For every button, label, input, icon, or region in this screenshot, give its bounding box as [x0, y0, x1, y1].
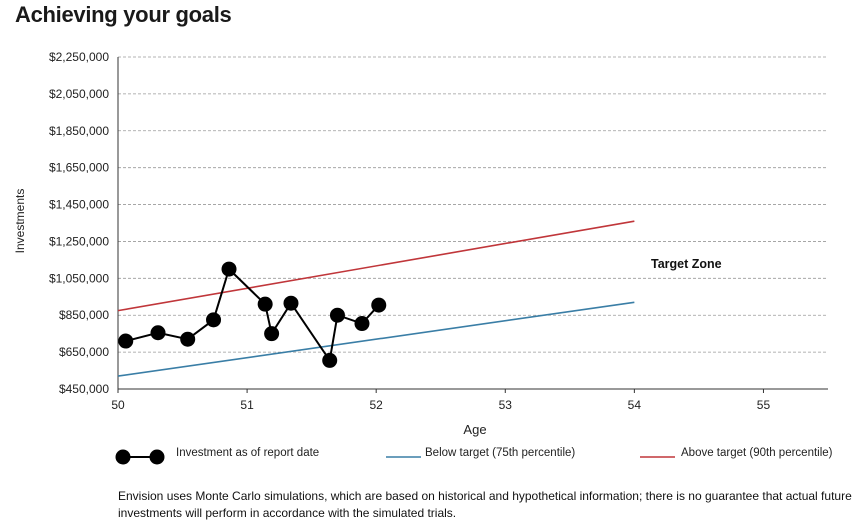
x-axis-label: Age — [463, 422, 487, 437]
x-tick-label: 53 — [499, 398, 513, 412]
legend-swatch-below-target — [386, 456, 421, 458]
y-tick-label: $1,250,000 — [49, 234, 109, 248]
legend-swatch-investment — [115, 449, 165, 465]
investment-point — [322, 352, 338, 368]
investment-point — [206, 312, 222, 328]
y-tick-label: $450,000 — [59, 382, 109, 396]
y-tick-label: $2,250,000 — [49, 50, 109, 64]
y-tick-label: $1,650,000 — [49, 161, 109, 175]
investment-point — [329, 307, 345, 323]
x-tick-label: 55 — [757, 398, 771, 412]
investment-point — [118, 333, 134, 349]
footnote: Envision uses Monte Carlo simulations, w… — [118, 489, 852, 520]
y-tick-label: $650,000 — [59, 345, 109, 359]
y-tick-label: $850,000 — [59, 308, 109, 322]
y-tick-label: $1,450,000 — [49, 198, 109, 212]
chart-canvas: $450,000 $650,000 $850,000 $1,050,000 $1,250… — [49, 50, 828, 412]
x-tick-label: 50 — [111, 398, 125, 412]
chart-title: Achieving your goals — [15, 2, 232, 27]
below-target-line — [117, 301, 635, 377]
investment-point — [371, 297, 387, 313]
target-zone-annotation: Target Zone — [651, 257, 722, 271]
investment-point — [180, 331, 196, 347]
y-tick-label: $1,850,000 — [49, 124, 109, 138]
y-tick-label: $1,050,000 — [49, 271, 109, 285]
legend-label-above-target: Above target (90th percentile) — [681, 447, 833, 459]
investment-point — [354, 316, 370, 332]
investment-point — [283, 295, 299, 311]
y-tick-label: $2,050,000 — [49, 87, 109, 101]
legend-swatch-above-target — [640, 456, 675, 458]
investment-point — [264, 326, 280, 342]
legend-label-below-target: Below target (75th percentile) — [425, 447, 576, 459]
above-target-line — [117, 220, 635, 312]
x-tick-label: 54 — [628, 398, 642, 412]
x-tick-label: 52 — [370, 398, 384, 412]
x-tick-label: 51 — [240, 398, 254, 412]
investment-point — [221, 261, 237, 277]
investment-point — [150, 325, 166, 341]
legend-label-investment: Investment as of report date — [176, 447, 320, 459]
investment-point — [257, 296, 273, 312]
